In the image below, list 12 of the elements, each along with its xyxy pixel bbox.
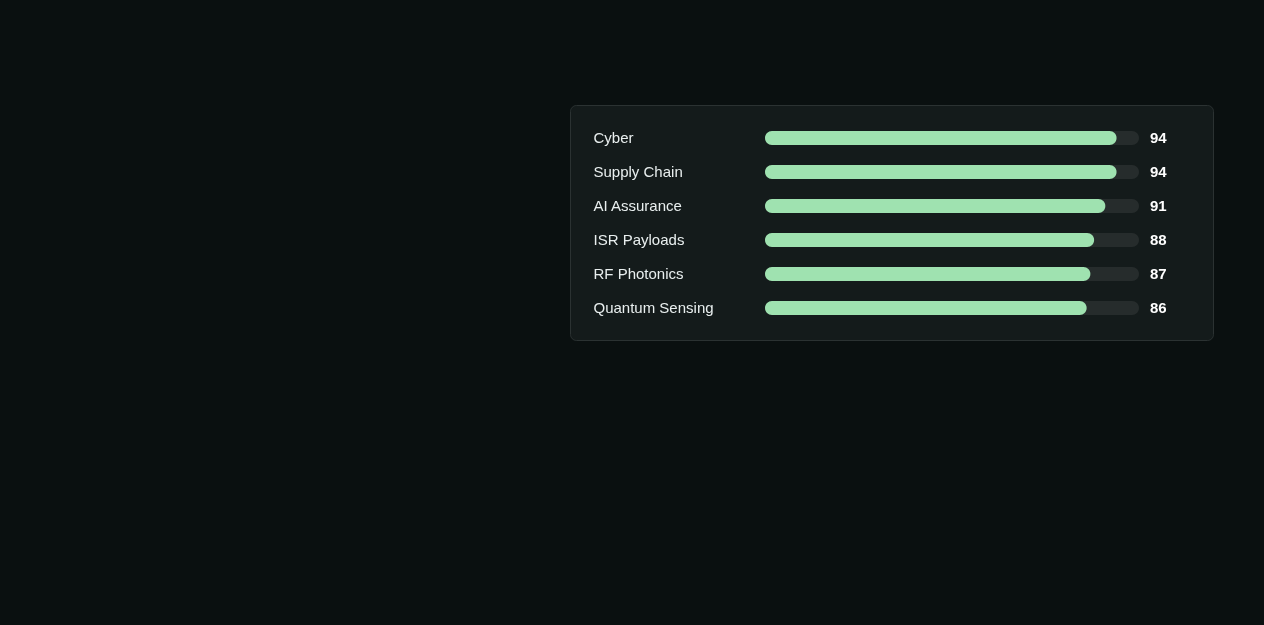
data-label: 87 — [1150, 265, 1167, 282]
y-tick-label: Supply Chain — [593, 163, 683, 180]
y-tick-label: Quantum Sensing — [593, 299, 714, 316]
data-label: 88 — [1150, 231, 1167, 248]
y-tick-label: ISR Payloads — [593, 231, 685, 248]
y-tick-label: AI Assurance — [593, 197, 682, 214]
y-tick-label: Cyber — [593, 129, 634, 146]
data-label: 94 — [1150, 129, 1168, 146]
data-label: 91 — [1150, 197, 1167, 214]
data-label: 86 — [1150, 299, 1167, 316]
y-tick-label: RF Photonics — [593, 265, 684, 282]
data-label: 94 — [1150, 163, 1168, 180]
